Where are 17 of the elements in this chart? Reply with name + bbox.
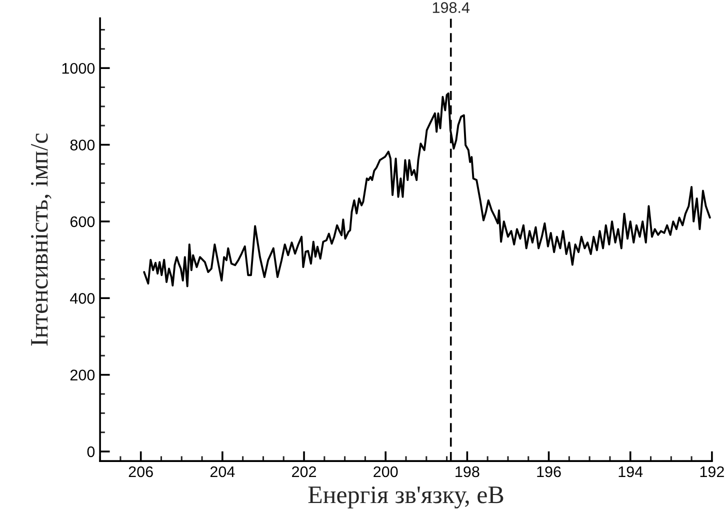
x-tick-label: 204	[210, 466, 235, 478]
x-tick-label: 194	[618, 466, 643, 478]
x-tick-label: 196	[537, 466, 561, 478]
y-tick-label: 400	[70, 293, 95, 304]
y-tick-label: 1000	[62, 62, 95, 74]
y-axis-title: Інтенсивність, імп/с	[30, 134, 52, 346]
x-tick-label: 200	[374, 466, 398, 478]
x-axis-title: Енергія зв'язку, еВ	[308, 486, 504, 508]
x-tick-label: 192	[700, 466, 724, 478]
y-tick-label: 800	[70, 140, 95, 150]
x-tick-label: 202	[292, 466, 316, 478]
y-tick-label: 0	[87, 446, 95, 458]
x-tick-label: 206	[128, 466, 153, 478]
x-tick-label: 198	[456, 466, 480, 478]
ref-line-label: 198.4	[432, 2, 470, 13]
y-tick-label: 600	[70, 216, 95, 228]
y-tick-label: 200	[70, 370, 95, 380]
